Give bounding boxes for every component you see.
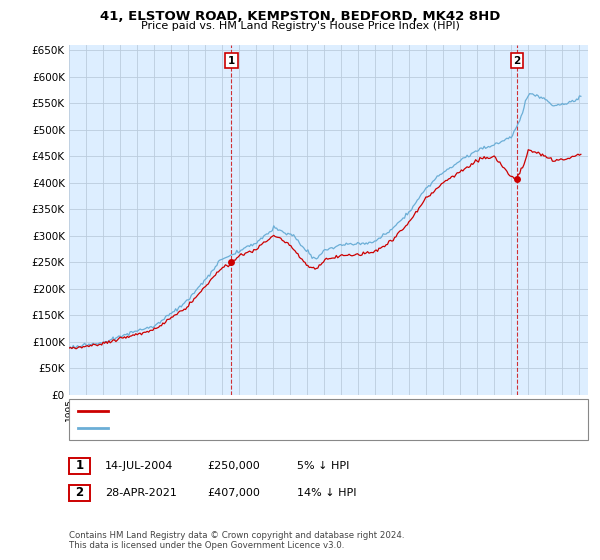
Text: 5% ↓ HPI: 5% ↓ HPI (297, 461, 349, 471)
Text: 2: 2 (513, 55, 520, 66)
Text: £250,000: £250,000 (207, 461, 260, 471)
Text: 41, ELSTOW ROAD, KEMPSTON, BEDFORD, MK42 8HD (detached house): 41, ELSTOW ROAD, KEMPSTON, BEDFORD, MK42… (115, 405, 474, 416)
Text: £407,000: £407,000 (207, 488, 260, 498)
Text: 14-JUL-2004: 14-JUL-2004 (105, 461, 173, 471)
Text: 1: 1 (76, 459, 83, 473)
Text: 28-APR-2021: 28-APR-2021 (105, 488, 177, 498)
Text: Contains HM Land Registry data © Crown copyright and database right 2024.
This d: Contains HM Land Registry data © Crown c… (69, 530, 404, 550)
Text: 2: 2 (76, 486, 83, 500)
Text: HPI: Average price, detached house, Bedford: HPI: Average price, detached house, Bedf… (115, 423, 339, 433)
Text: 41, ELSTOW ROAD, KEMPSTON, BEDFORD, MK42 8HD: 41, ELSTOW ROAD, KEMPSTON, BEDFORD, MK42… (100, 10, 500, 22)
Text: 1: 1 (228, 55, 235, 66)
Text: 14% ↓ HPI: 14% ↓ HPI (297, 488, 356, 498)
Text: Price paid vs. HM Land Registry's House Price Index (HPI): Price paid vs. HM Land Registry's House … (140, 21, 460, 31)
